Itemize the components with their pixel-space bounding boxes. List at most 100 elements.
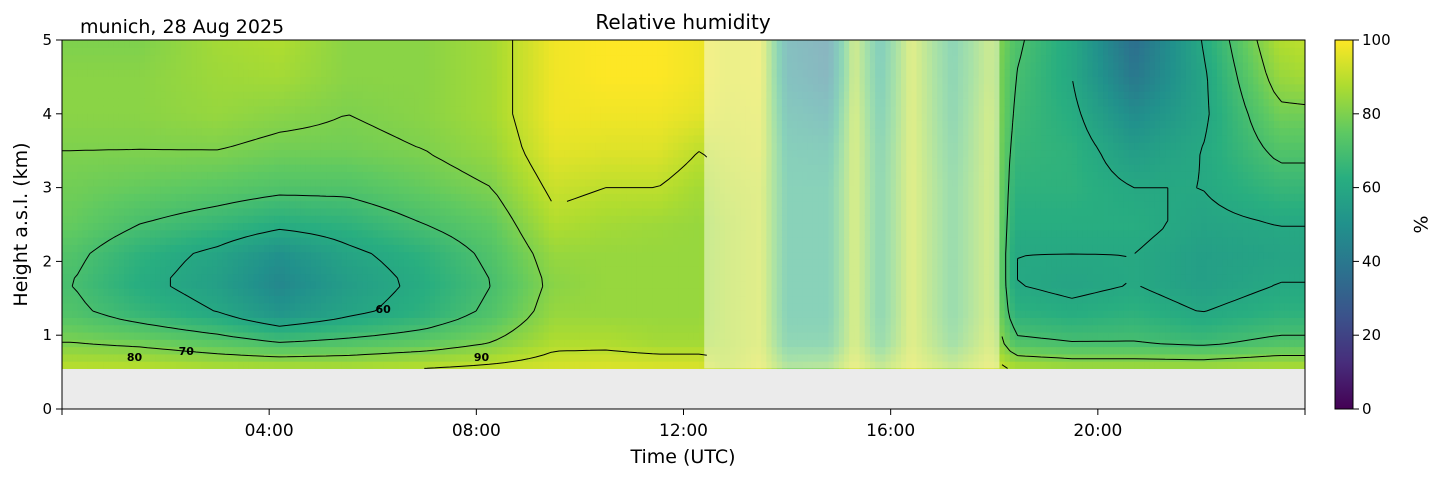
heatmap-cell bbox=[202, 295, 208, 303]
heatmap-cell bbox=[321, 332, 327, 340]
heatmap-cell bbox=[450, 142, 456, 150]
heatmap-cell bbox=[456, 135, 462, 143]
heatmap-cell bbox=[207, 252, 213, 260]
heatmap-cell bbox=[466, 40, 472, 48]
heatmap-cell bbox=[435, 215, 441, 223]
heatmap-cell bbox=[404, 208, 410, 216]
heatmap-cell bbox=[114, 128, 120, 136]
heatmap-cell bbox=[233, 259, 239, 267]
heatmap-cell bbox=[440, 149, 446, 157]
heatmap-cell bbox=[83, 120, 89, 128]
heatmap-cell bbox=[492, 310, 498, 318]
heatmap-cell bbox=[207, 222, 213, 230]
heatmap-cell bbox=[88, 295, 94, 303]
heatmap-cell bbox=[280, 135, 286, 143]
heatmap-cell bbox=[580, 288, 586, 296]
heatmap-cell bbox=[337, 91, 343, 99]
heatmap-cell bbox=[570, 317, 576, 325]
heatmap-cell bbox=[502, 252, 508, 260]
heatmap-cell bbox=[461, 186, 467, 194]
heatmap-cell bbox=[347, 55, 353, 63]
heatmap-cell bbox=[440, 179, 446, 187]
heatmap-cell bbox=[166, 222, 172, 230]
heatmap-cell bbox=[274, 339, 280, 347]
heatmap-cell bbox=[264, 149, 270, 157]
heatmap-cell bbox=[419, 208, 425, 216]
heatmap-cell bbox=[321, 142, 327, 150]
heatmap-cell bbox=[160, 128, 166, 136]
heatmap-cell bbox=[233, 149, 239, 157]
heatmap-cell bbox=[155, 157, 161, 165]
heatmap-cell bbox=[243, 55, 249, 63]
heatmap-cell bbox=[78, 76, 84, 84]
heatmap-cell bbox=[98, 339, 104, 347]
heatmap-cell bbox=[305, 69, 311, 77]
heatmap-cell bbox=[445, 244, 451, 252]
heatmap-cell bbox=[321, 164, 327, 172]
heatmap-cell bbox=[632, 135, 638, 143]
heatmap-cell bbox=[207, 295, 213, 303]
heatmap-cell bbox=[383, 193, 389, 201]
heatmap-cell bbox=[601, 274, 607, 282]
heatmap-cell bbox=[109, 317, 115, 325]
heatmap-cell bbox=[119, 186, 125, 194]
heatmap-cell bbox=[264, 113, 270, 121]
heatmap-cell bbox=[233, 69, 239, 77]
heatmap-cell bbox=[445, 295, 451, 303]
heatmap-cell bbox=[114, 259, 120, 267]
heatmap-cell bbox=[445, 179, 451, 187]
heatmap-cell bbox=[78, 237, 84, 245]
heatmap-cell bbox=[554, 113, 560, 121]
heatmap-cell bbox=[482, 98, 488, 106]
heatmap-cell bbox=[166, 266, 172, 274]
heatmap-cell bbox=[471, 69, 477, 77]
heatmap-cell bbox=[88, 215, 94, 223]
heatmap-cell bbox=[124, 40, 130, 48]
heatmap-cell bbox=[129, 201, 135, 209]
heatmap-cell bbox=[487, 295, 493, 303]
heatmap-cell bbox=[621, 157, 627, 165]
heatmap-cell bbox=[264, 274, 270, 282]
heatmap-cell bbox=[295, 274, 301, 282]
heatmap-cell bbox=[482, 310, 488, 318]
heatmap-cell bbox=[119, 295, 125, 303]
heatmap-cell bbox=[368, 40, 374, 48]
heatmap-cell bbox=[445, 208, 451, 216]
heatmap-cell bbox=[316, 230, 322, 238]
heatmap-cell bbox=[601, 310, 607, 318]
heatmap-cell bbox=[98, 347, 104, 355]
heatmap-cell bbox=[399, 84, 405, 92]
heatmap-cell bbox=[492, 237, 498, 245]
heatmap-cell bbox=[243, 208, 249, 216]
heatmap-cell bbox=[98, 98, 104, 106]
heatmap-cell bbox=[564, 325, 570, 333]
heatmap-cell bbox=[191, 244, 197, 252]
heatmap-cell bbox=[627, 317, 633, 325]
heatmap-cell bbox=[155, 222, 161, 230]
heatmap-cell bbox=[62, 128, 68, 136]
heatmap-cell bbox=[373, 47, 379, 55]
heatmap-cell bbox=[67, 354, 73, 362]
heatmap-cell bbox=[238, 55, 244, 63]
heatmap-cell bbox=[191, 128, 197, 136]
heatmap-cell bbox=[269, 237, 275, 245]
heatmap-cell bbox=[223, 266, 229, 274]
heatmap-cell bbox=[347, 325, 353, 333]
heatmap-cell bbox=[280, 84, 286, 92]
heatmap-cell bbox=[259, 354, 265, 362]
heatmap-cell bbox=[570, 179, 576, 187]
heatmap-cell bbox=[238, 281, 244, 289]
heatmap-cell bbox=[295, 186, 301, 194]
heatmap-cell bbox=[150, 244, 156, 252]
heatmap-cell bbox=[373, 171, 379, 179]
heatmap-cell bbox=[627, 244, 633, 252]
heatmap-cell bbox=[378, 98, 384, 106]
heatmap-cell bbox=[559, 266, 565, 274]
heatmap-cell bbox=[435, 274, 441, 282]
heatmap-cell bbox=[347, 164, 353, 172]
heatmap-cell bbox=[461, 62, 467, 70]
heatmap-cell bbox=[254, 281, 260, 289]
heatmap-cell bbox=[326, 201, 332, 209]
heatmap-cell bbox=[347, 208, 353, 216]
heatmap-cell bbox=[311, 354, 317, 362]
